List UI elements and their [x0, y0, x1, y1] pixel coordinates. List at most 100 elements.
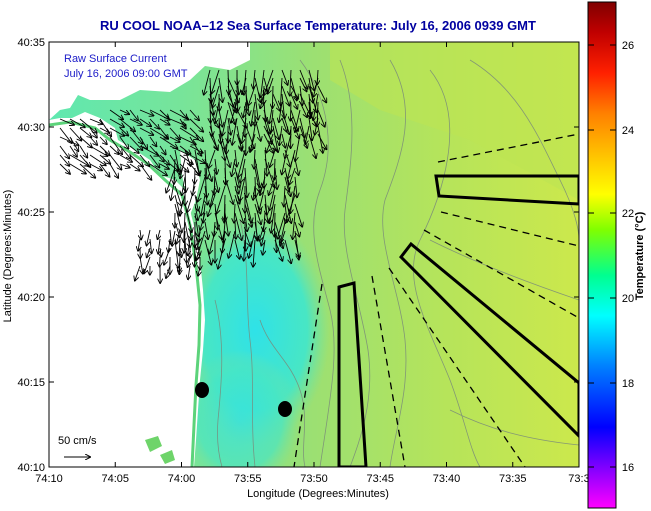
- current-vector: [69, 118, 85, 127]
- current-vector: [174, 149, 180, 174]
- x-tick-label: 73:35: [499, 473, 527, 485]
- current-vector: [198, 176, 206, 201]
- current-vector: [274, 239, 282, 261]
- current-vector: [224, 149, 230, 167]
- current-vector: [279, 101, 283, 122]
- current-vector: [147, 229, 151, 245]
- land-north: [49, 42, 250, 120]
- colorbar-tick-label: 20: [622, 293, 634, 305]
- current-vector: [274, 158, 275, 180]
- current-vector: [139, 127, 153, 135]
- current-vector: [196, 247, 201, 261]
- current-vector: [293, 212, 295, 239]
- current-vector: [180, 247, 182, 257]
- current-vector: [119, 127, 128, 136]
- current-vector: [272, 125, 278, 152]
- current-vector: [299, 117, 305, 138]
- current-vector: [204, 221, 208, 239]
- current-vector: [158, 229, 160, 239]
- current-vector: [269, 185, 276, 210]
- current-vector: [195, 203, 198, 220]
- current-vector: [240, 158, 246, 183]
- current-vector: [254, 167, 260, 192]
- current-vector: [184, 212, 185, 242]
- current-vector: [89, 145, 107, 156]
- x-tick-label: 73:50: [300, 473, 328, 485]
- current-vector: [99, 136, 107, 144]
- current-vector: [290, 93, 297, 109]
- current-vector: [250, 133, 256, 152]
- current-vector: [99, 127, 109, 133]
- current-vector: [308, 117, 312, 140]
- current-vector: [189, 109, 199, 120]
- current-vector: [89, 136, 97, 145]
- current-vector: [149, 145, 164, 162]
- current-vector: [205, 185, 207, 205]
- current-vector: [139, 109, 153, 116]
- current-vector: [317, 133, 326, 149]
- current-vector: [253, 185, 255, 200]
- current-vector: [281, 77, 282, 105]
- y-axis-label: Latitude (Degrees:Minutes): [2, 190, 14, 323]
- current-vector: [231, 101, 238, 123]
- current-vector: [149, 136, 156, 146]
- warm-water-patch: [330, 42, 579, 200]
- current-vector: [179, 118, 186, 129]
- current-vector: [251, 101, 256, 126]
- current-vector: [185, 167, 186, 192]
- current-vector: [271, 203, 276, 233]
- current-vector: [208, 194, 216, 216]
- current-vector: [79, 145, 87, 158]
- current-vector: [189, 118, 203, 132]
- current-vector: [69, 127, 81, 141]
- current-vector: [129, 163, 140, 171]
- current-annotation-line2: July 16, 2006 09:00 GMT: [64, 68, 188, 80]
- marker-dot-2: [278, 401, 292, 417]
- current-vector: [254, 77, 261, 102]
- current-vector: [254, 158, 260, 187]
- current-vector: [129, 145, 139, 153]
- current-vector: [282, 93, 285, 118]
- y-axis-ticks: 40:35 40:30 40:25 40:20 40:15 40:10: [17, 37, 579, 474]
- current-vector: [259, 221, 266, 241]
- current-vector: [205, 167, 207, 197]
- current-vector: [174, 185, 181, 206]
- current-vector: [179, 265, 180, 274]
- current-vector: [99, 163, 110, 177]
- current-vector: [194, 212, 198, 236]
- current-vector: [194, 158, 200, 175]
- current-vector: [59, 136, 79, 145]
- current-vector: [169, 127, 180, 139]
- current-vector: [299, 101, 307, 117]
- y-tick-label: 40:25: [17, 207, 45, 219]
- current-vector: [189, 145, 203, 153]
- current-vector: [290, 69, 291, 96]
- colorbar-tick-label: 16: [622, 462, 634, 474]
- current-vector: [238, 149, 246, 177]
- current-vector: [174, 203, 182, 232]
- current-vector: [255, 176, 256, 197]
- current-vector: [139, 136, 147, 149]
- current-vector: [204, 239, 211, 265]
- current-vector: [79, 154, 90, 167]
- current-vector: [313, 77, 319, 97]
- current-vector: [242, 77, 247, 94]
- current-vector: [253, 69, 255, 88]
- current-vector: [189, 154, 205, 163]
- current-vector: [79, 163, 95, 178]
- current-vector: [224, 176, 233, 204]
- current-vector: [109, 145, 119, 154]
- current-vector: [290, 117, 299, 138]
- current-vector: [129, 109, 138, 121]
- current-vector: [264, 203, 268, 222]
- current-vector: [149, 154, 159, 167]
- map-title: RU COOL NOAA–12 Sea Surface Temperature:…: [100, 18, 536, 33]
- y-tick-label: 40:20: [17, 292, 45, 304]
- current-vector: [200, 212, 206, 230]
- current-vector: [272, 93, 280, 111]
- current-vector: [245, 125, 254, 148]
- land-spit: [180, 150, 200, 215]
- current-vector: [263, 239, 265, 255]
- current-vector: [228, 117, 231, 135]
